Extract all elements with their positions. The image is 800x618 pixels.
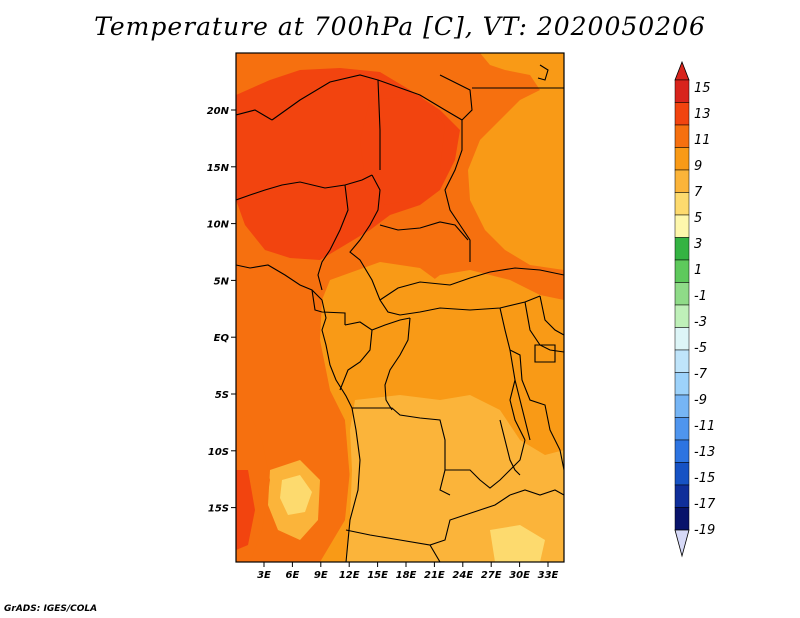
colorbar-label: -15 <box>694 471 715 486</box>
colorbar-swatch <box>674 394 690 418</box>
lon-tick-label: 3E <box>257 570 271 581</box>
lon-tick-label: 30E <box>509 570 530 581</box>
colorbar-swatch <box>674 304 690 328</box>
lon-tick-label: 33E <box>538 570 559 581</box>
colorbar-swatch <box>674 417 690 441</box>
colorbar-label: -5 <box>694 341 707 356</box>
colorbar-swatch <box>674 282 690 306</box>
colorbar-label: -3 <box>694 315 707 330</box>
lat-tick-label: 5N <box>214 276 230 287</box>
colorbar-label: -17 <box>694 497 716 512</box>
temperature-field <box>236 53 564 562</box>
field-band-cooler <box>280 475 312 515</box>
lat-tick-label: 15N <box>207 163 230 174</box>
colorbar-bottom-arrow <box>674 529 690 558</box>
colorbar-label: 3 <box>694 237 702 252</box>
colorbar-label: -1 <box>694 289 707 304</box>
grads-credit: GrADS: IGES/COLA <box>4 604 98 614</box>
field-band-hot-southwest <box>236 470 255 550</box>
colorbar-label: 11 <box>694 133 711 148</box>
colorbar-swatch <box>674 237 690 261</box>
colorbar-label: -11 <box>694 419 715 434</box>
longitude-axis: 3E 6E 9E 12E 15E 18E 21E 24E 27E 30E 33E <box>257 562 559 581</box>
colorbar-label: 9 <box>694 159 702 174</box>
lon-tick-label: 15E <box>367 570 388 581</box>
field-band-hot-east <box>360 95 445 205</box>
colorbar-swatch <box>674 169 690 193</box>
lon-tick-label: 18E <box>396 570 417 581</box>
colorbar-label: 13 <box>694 107 711 122</box>
colorbar: 15 13 11 9 7 5 3 1 -1 -3 -5 -7 -9 -11 -13 -15 -17 -19 <box>674 60 716 558</box>
colorbar-label: 5 <box>694 211 702 226</box>
colorbar-swatch <box>674 79 690 103</box>
lat-tick-label: 10N <box>207 220 230 231</box>
latitude-axis: 20N 15N 10N 5N EQ 5S 10S 15S <box>207 106 236 515</box>
colorbar-swatch <box>674 484 690 508</box>
colorbar-swatch <box>674 102 690 126</box>
colorbar-label: -9 <box>694 393 707 408</box>
colorbar-top-arrow <box>674 60 690 81</box>
colorbar-swatch <box>674 214 690 238</box>
lat-tick-label: EQ <box>214 333 230 344</box>
lon-tick-label: 9E <box>314 570 328 581</box>
lon-tick-label: 21E <box>424 570 445 581</box>
colorbar-label: -13 <box>694 445 715 460</box>
colorbar-swatch <box>674 462 690 486</box>
colorbar-label: -7 <box>694 367 708 382</box>
lon-tick-label: 27E <box>481 570 502 581</box>
country-boundaries <box>236 64 564 562</box>
field-band-cooler-south <box>490 525 545 562</box>
map-frame <box>235 52 565 563</box>
lat-tick-label: 10S <box>208 447 229 458</box>
colorbar-label: 7 <box>694 185 703 200</box>
lon-tick-label: 6E <box>286 570 300 581</box>
colorbar-swatch <box>674 507 690 531</box>
colorbar-swatch <box>674 349 690 373</box>
colorbar-swatch <box>674 147 690 171</box>
lat-tick-label: 5S <box>215 390 229 401</box>
lat-tick-label: 20N <box>207 106 230 117</box>
colorbar-swatch <box>674 192 690 216</box>
field-band-cool <box>345 395 564 562</box>
field-band-mild-northeast <box>468 53 564 270</box>
colorbar-label: 15 <box>694 81 711 96</box>
colorbar-swatch <box>674 124 690 148</box>
colorbar-swatch <box>674 372 690 396</box>
colorbar-swatch <box>674 327 690 351</box>
colorbar-label: -19 <box>694 523 715 538</box>
lon-tick-label: 12E <box>339 570 360 581</box>
colorbar-swatch <box>674 259 690 283</box>
chart-title: Temperature at 700hPa [C], VT: 202005020… <box>94 12 706 41</box>
lon-tick-label: 24E <box>452 570 473 581</box>
lat-tick-label: 15S <box>208 504 229 515</box>
colorbar-swatch <box>674 439 690 463</box>
colorbar-label: 1 <box>694 263 702 278</box>
